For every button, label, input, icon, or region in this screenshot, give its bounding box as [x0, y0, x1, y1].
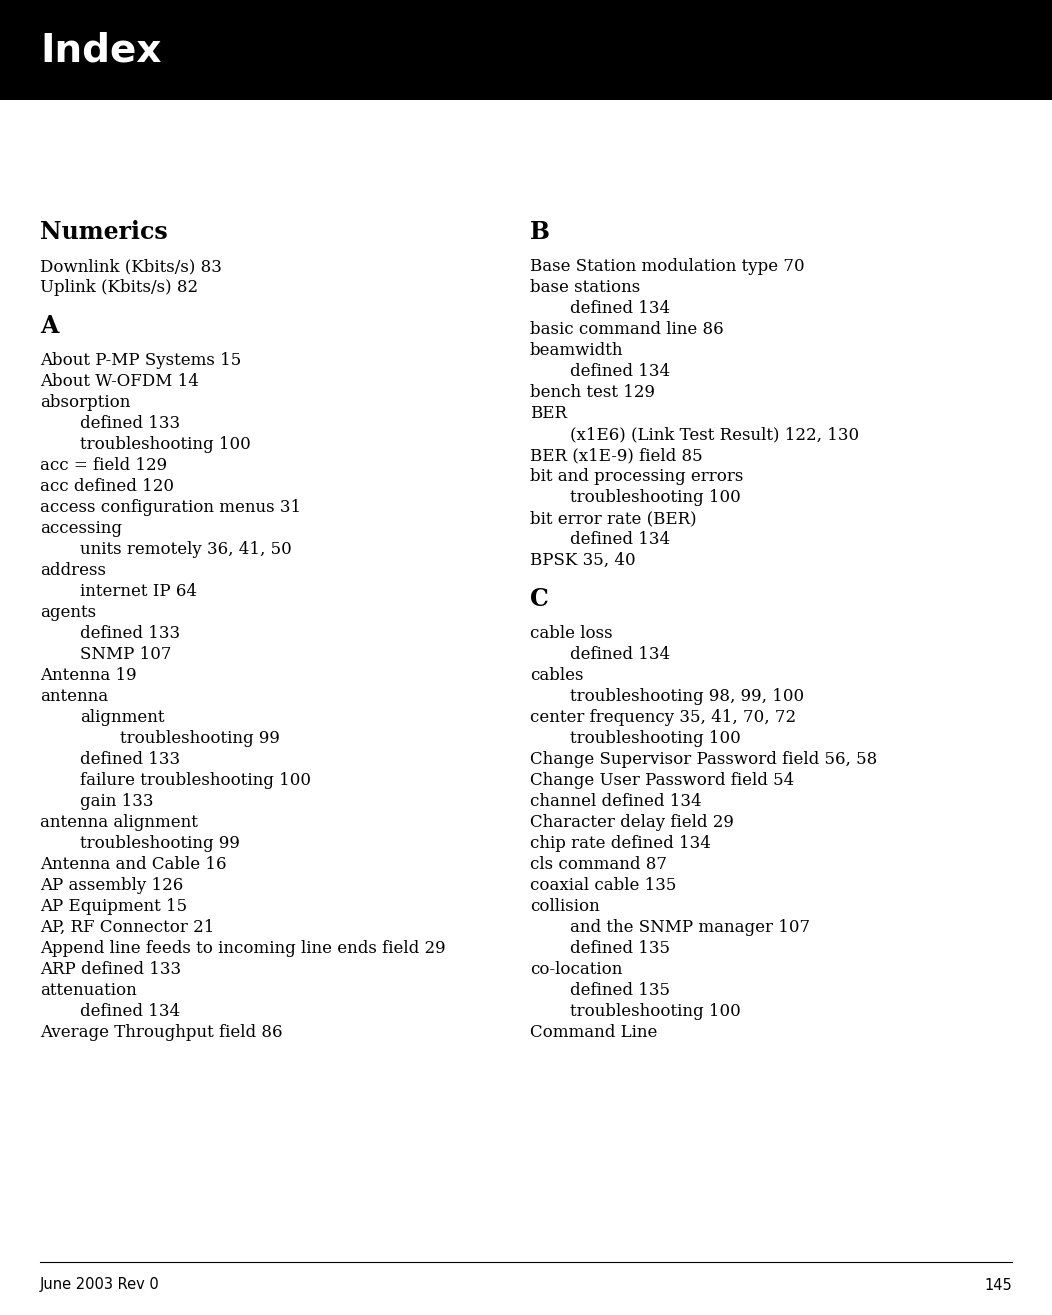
- Text: chip rate defined 134: chip rate defined 134: [530, 835, 711, 852]
- Text: center frequency 35, 41, 70, 72: center frequency 35, 41, 70, 72: [530, 709, 796, 726]
- Bar: [0, 0, 1052, 100]
- Text: Change User Password field 54: Change User Password field 54: [530, 772, 794, 789]
- Text: basic command line 86: basic command line 86: [530, 321, 724, 338]
- Text: accessing: accessing: [40, 519, 122, 537]
- Text: AP assembly 126: AP assembly 126: [40, 877, 183, 894]
- Text: Antenna 19: Antenna 19: [40, 667, 137, 684]
- Text: defined 133: defined 133: [80, 416, 180, 433]
- Text: defined 134: defined 134: [570, 300, 670, 317]
- Text: troubleshooting 98, 99, 100: troubleshooting 98, 99, 100: [570, 688, 804, 705]
- Text: acc = field 129: acc = field 129: [40, 458, 167, 473]
- Text: defined 135: defined 135: [570, 982, 670, 999]
- Text: ARP defined 133: ARP defined 133: [40, 961, 181, 978]
- Text: antenna alignment: antenna alignment: [40, 814, 198, 831]
- Text: defined 134: defined 134: [80, 1003, 180, 1020]
- Text: defined 135: defined 135: [570, 940, 670, 957]
- Text: acc defined 120: acc defined 120: [40, 477, 174, 494]
- Text: (x1E6) (Link Test Result) 122, 130: (x1E6) (Link Test Result) 122, 130: [570, 426, 859, 443]
- Text: cls command 87: cls command 87: [530, 856, 667, 873]
- Text: collision: collision: [530, 898, 600, 915]
- Text: coaxial cable 135: coaxial cable 135: [530, 877, 676, 894]
- Text: defined 134: defined 134: [570, 363, 670, 380]
- Text: A: A: [40, 314, 58, 338]
- Text: Append line feeds to incoming line ends field 29: Append line feeds to incoming line ends …: [40, 940, 446, 957]
- Text: beamwidth: beamwidth: [530, 342, 624, 359]
- Text: cables: cables: [530, 667, 584, 684]
- Text: gain 133: gain 133: [80, 793, 154, 810]
- Text: BER (x1E-9) field 85: BER (x1E-9) field 85: [530, 447, 703, 464]
- Text: Command Line: Command Line: [530, 1024, 658, 1041]
- Text: troubleshooting 99: troubleshooting 99: [120, 730, 280, 747]
- Text: access configuration menus 31: access configuration menus 31: [40, 498, 301, 515]
- Text: address: address: [40, 562, 106, 579]
- Text: About W-OFDM 14: About W-OFDM 14: [40, 373, 199, 391]
- Text: bit error rate (BER): bit error rate (BER): [530, 510, 696, 527]
- Text: channel defined 134: channel defined 134: [530, 793, 702, 810]
- Text: B: B: [530, 220, 550, 245]
- Text: troubleshooting 100: troubleshooting 100: [570, 489, 741, 506]
- Text: and the SNMP manager 107: and the SNMP manager 107: [570, 919, 810, 936]
- Text: agents: agents: [40, 604, 96, 621]
- Text: About P-MP Systems 15: About P-MP Systems 15: [40, 352, 241, 370]
- Text: co-location: co-location: [530, 961, 623, 978]
- Text: cable loss: cable loss: [530, 625, 612, 642]
- Text: base stations: base stations: [530, 279, 641, 296]
- Text: defined 133: defined 133: [80, 751, 180, 768]
- Text: SNMP 107: SNMP 107: [80, 646, 171, 663]
- Text: antenna: antenna: [40, 688, 108, 705]
- Text: Average Throughput field 86: Average Throughput field 86: [40, 1024, 283, 1041]
- Text: defined 134: defined 134: [570, 646, 670, 663]
- Text: Change Supervisor Password field 56, 58: Change Supervisor Password field 56, 58: [530, 751, 877, 768]
- Text: failure troubleshooting 100: failure troubleshooting 100: [80, 772, 311, 789]
- Text: June 2003 Rev 0: June 2003 Rev 0: [40, 1277, 160, 1293]
- Text: troubleshooting 100: troubleshooting 100: [80, 437, 250, 452]
- Text: bench test 129: bench test 129: [530, 384, 655, 401]
- Text: Uplink (Kbits/s) 82: Uplink (Kbits/s) 82: [40, 279, 198, 296]
- Text: attenuation: attenuation: [40, 982, 137, 999]
- Text: Index: Index: [40, 32, 162, 68]
- Text: troubleshooting 99: troubleshooting 99: [80, 835, 240, 852]
- Text: AP Equipment 15: AP Equipment 15: [40, 898, 187, 915]
- Text: Numerics: Numerics: [40, 220, 167, 245]
- Text: troubleshooting 100: troubleshooting 100: [570, 1003, 741, 1020]
- Text: BPSK 35, 40: BPSK 35, 40: [530, 552, 635, 569]
- Text: internet IP 64: internet IP 64: [80, 583, 197, 600]
- Text: units remotely 36, 41, 50: units remotely 36, 41, 50: [80, 540, 291, 558]
- Text: Antenna and Cable 16: Antenna and Cable 16: [40, 856, 226, 873]
- Text: 145: 145: [985, 1277, 1012, 1293]
- Text: BER: BER: [530, 405, 567, 422]
- Text: AP, RF Connector 21: AP, RF Connector 21: [40, 919, 215, 936]
- Text: Character delay field 29: Character delay field 29: [530, 814, 734, 831]
- Text: Downlink (Kbits/s) 83: Downlink (Kbits/s) 83: [40, 258, 222, 275]
- Text: bit and processing errors: bit and processing errors: [530, 468, 744, 485]
- Text: alignment: alignment: [80, 709, 164, 726]
- Text: troubleshooting 100: troubleshooting 100: [570, 730, 741, 747]
- Text: defined 133: defined 133: [80, 625, 180, 642]
- Text: defined 134: defined 134: [570, 531, 670, 548]
- Text: absorption: absorption: [40, 394, 130, 412]
- Text: C: C: [530, 586, 549, 611]
- Text: Base Station modulation type 70: Base Station modulation type 70: [530, 258, 805, 275]
